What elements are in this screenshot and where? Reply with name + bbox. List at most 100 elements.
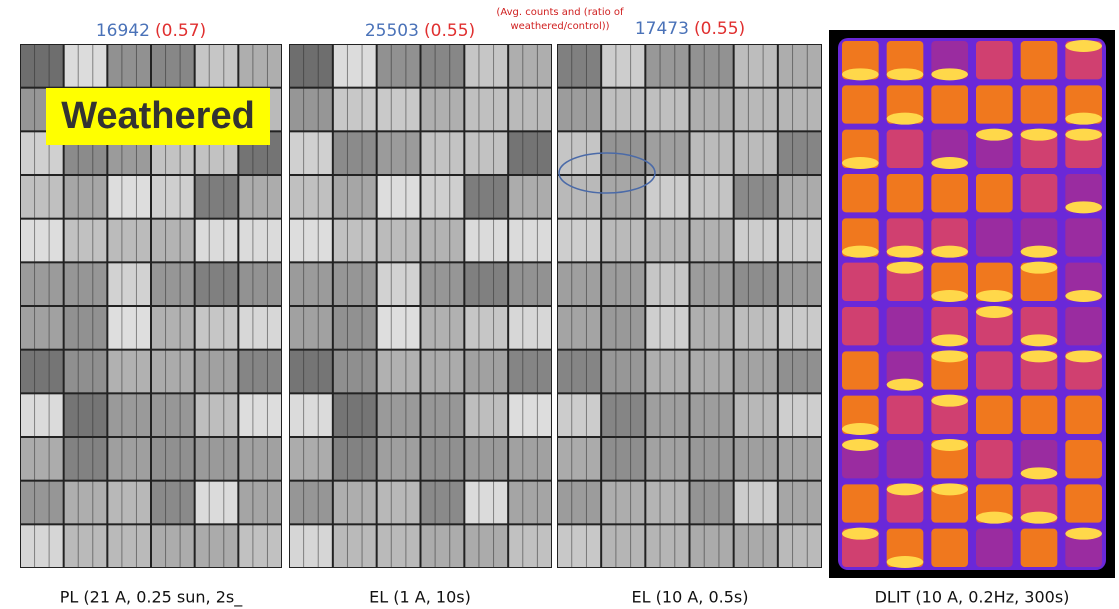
cell <box>108 219 150 262</box>
dlit-cell <box>886 174 924 213</box>
cell <box>421 350 464 393</box>
cell <box>690 525 733 567</box>
cell <box>602 394 645 436</box>
cell <box>195 176 238 218</box>
cell <box>734 350 777 393</box>
cell <box>421 263 464 305</box>
cell <box>290 45 332 87</box>
cell <box>21 219 63 262</box>
cell <box>558 263 601 305</box>
hot-spot <box>1020 350 1058 363</box>
panel-bg <box>557 44 822 568</box>
cell <box>21 525 63 567</box>
panel-header: 17473 (0.55) <box>635 19 745 40</box>
cell <box>465 394 508 436</box>
cell <box>778 263 821 305</box>
cell <box>195 394 238 436</box>
cell <box>377 219 420 262</box>
cell <box>421 394 464 436</box>
cell <box>64 525 107 567</box>
dlit-cell <box>1020 174 1058 213</box>
cell <box>152 45 194 87</box>
hot-spot <box>931 68 969 81</box>
cell <box>509 481 551 524</box>
cell <box>195 45 238 87</box>
dlit-cell <box>976 218 1013 257</box>
cell <box>64 350 107 393</box>
dlit-cell <box>931 85 968 124</box>
cell <box>778 350 821 393</box>
cell <box>421 219 464 262</box>
cell <box>734 394 777 436</box>
caption: EL (1 A, 10s) <box>369 588 471 607</box>
cell <box>690 263 733 305</box>
cell <box>602 176 645 218</box>
cell <box>465 350 508 393</box>
cell <box>377 45 420 87</box>
hot-spot <box>1065 112 1102 125</box>
cell <box>421 525 464 567</box>
cell <box>509 132 551 174</box>
cell <box>333 263 376 305</box>
hot-spot <box>886 261 924 274</box>
cell <box>239 45 281 87</box>
cell <box>152 481 194 524</box>
dlit-cell <box>931 528 968 567</box>
cell <box>333 394 376 436</box>
cell <box>64 45 107 87</box>
cell <box>602 525 645 567</box>
cell <box>333 132 376 174</box>
cell <box>734 525 777 567</box>
cell <box>108 481 150 524</box>
cell <box>778 307 821 349</box>
cell <box>377 263 420 305</box>
cell <box>195 263 238 305</box>
cell <box>509 350 551 393</box>
cell <box>602 219 645 262</box>
cell <box>509 88 551 131</box>
cell <box>602 88 645 131</box>
cell <box>64 307 107 349</box>
hot-spot <box>1020 334 1058 347</box>
cell <box>333 45 376 87</box>
dlit-cell <box>976 174 1013 213</box>
cell <box>64 481 107 524</box>
cell <box>64 176 107 218</box>
cell <box>290 88 332 131</box>
cell <box>602 481 645 524</box>
cell <box>333 525 376 567</box>
cell <box>239 307 281 349</box>
cell <box>734 219 777 262</box>
ratio: (0.55) <box>694 19 745 39</box>
cell <box>108 176 150 218</box>
highlight-ellipse <box>558 152 656 194</box>
cell <box>108 525 150 567</box>
cell <box>377 88 420 131</box>
dlit-cell <box>886 395 924 434</box>
cell <box>558 481 601 524</box>
cell <box>690 88 733 131</box>
hot-spot <box>931 439 969 451</box>
cell <box>558 307 601 349</box>
cell <box>558 219 601 262</box>
cell <box>509 263 551 305</box>
hot-spot <box>1065 128 1102 141</box>
cell <box>778 88 821 131</box>
hot-spot <box>1020 128 1058 141</box>
cell <box>333 438 376 480</box>
cell <box>646 176 689 218</box>
cell <box>239 350 281 393</box>
cell <box>602 350 645 393</box>
cell <box>778 394 821 436</box>
cell <box>64 438 107 480</box>
hot-spot <box>886 483 924 496</box>
hot-spot <box>1020 261 1058 274</box>
hot-spot <box>976 306 1013 318</box>
ratio: (0.57) <box>155 21 206 41</box>
cell <box>239 219 281 262</box>
cell <box>558 394 601 436</box>
dlit-cell <box>842 85 879 124</box>
dlit-cell <box>886 440 924 479</box>
cell <box>239 263 281 305</box>
cell <box>64 394 107 436</box>
